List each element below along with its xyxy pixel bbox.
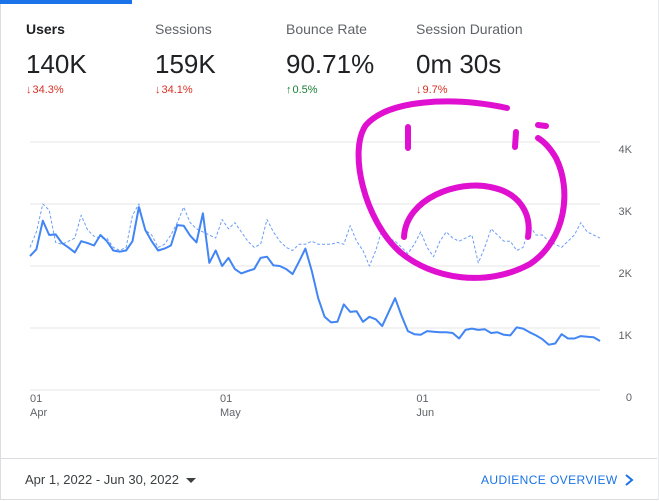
- y-axis: 0 1K 2K 3K 4K: [619, 144, 633, 404]
- caret-down-icon: [185, 478, 196, 484]
- arrow-up-icon: ↑: [286, 84, 292, 96]
- arrow-down-icon: ↓: [155, 84, 161, 96]
- y-tick-label: 2K: [619, 268, 633, 280]
- metric-change: ↓9.7%: [416, 84, 448, 96]
- x-axis: 01 Apr 01 May 01 Jun: [30, 393, 434, 419]
- x-tick-month: Apr: [30, 407, 47, 419]
- metric-value: 159K: [155, 49, 216, 79]
- metric-change: ↓34.3%: [26, 84, 64, 96]
- x-tick-day: 01: [30, 393, 42, 405]
- x-tick-day: 01: [220, 393, 232, 405]
- metric-label: Users: [26, 21, 65, 37]
- date-range-selector[interactable]: Apr 1, 2022 - Jun 30, 2022: [25, 472, 196, 488]
- x-tick-month: May: [220, 407, 241, 419]
- metric-tab-session-duration[interactable]: Session Duration 0m 30s ↓9.7%: [416, 20, 546, 97]
- x-tick-month: Jun: [416, 407, 434, 419]
- metric-value: 90.71%: [286, 49, 375, 79]
- metric-label: Sessions: [155, 21, 212, 37]
- y-tick-label: 4K: [619, 144, 633, 156]
- metric-tab-bounce-rate[interactable]: Bounce Rate 90.71% ↑0.5%: [286, 20, 416, 97]
- metric-label: Bounce Rate: [286, 21, 367, 37]
- metric-label: Session Duration: [416, 21, 523, 37]
- users-line-chart: 01 Apr 01 May 01 Jun 0 1K 2K 3K 4K: [29, 98, 633, 419]
- metric-change: ↑0.5%: [286, 84, 318, 96]
- active-metric-indicator: [0, 0, 132, 4]
- metric-change: ↓34.1%: [155, 84, 193, 96]
- current-period-line: [29, 206, 601, 346]
- previous-period-line: [29, 203, 601, 267]
- metric-value: 140K: [26, 49, 87, 79]
- y-tick-label: 0: [626, 392, 632, 404]
- arrow-down-icon: ↓: [416, 84, 422, 96]
- footer-divider: [0, 458, 657, 459]
- metric-tab-users[interactable]: Users 140K ↓34.3%: [26, 20, 156, 97]
- date-range-label: Apr 1, 2022 - Jun 30, 2022: [25, 472, 179, 487]
- grid-lines: [30, 141, 600, 391]
- audience-overview-link[interactable]: AUDIENCE OVERVIEW: [481, 473, 618, 487]
- series-lines: [29, 203, 601, 346]
- sad-face-drawing: [355, 98, 568, 281]
- y-tick-label: 1K: [619, 330, 633, 342]
- arrow-down-icon: ↓: [26, 84, 32, 96]
- y-tick-label: 3K: [619, 206, 633, 218]
- chevron-right-icon[interactable]: [622, 471, 636, 489]
- metric-value: 0m 30s: [416, 49, 502, 79]
- x-tick-day: 01: [416, 393, 428, 405]
- metric-tab-sessions[interactable]: Sessions 159K ↓34.1%: [155, 20, 285, 97]
